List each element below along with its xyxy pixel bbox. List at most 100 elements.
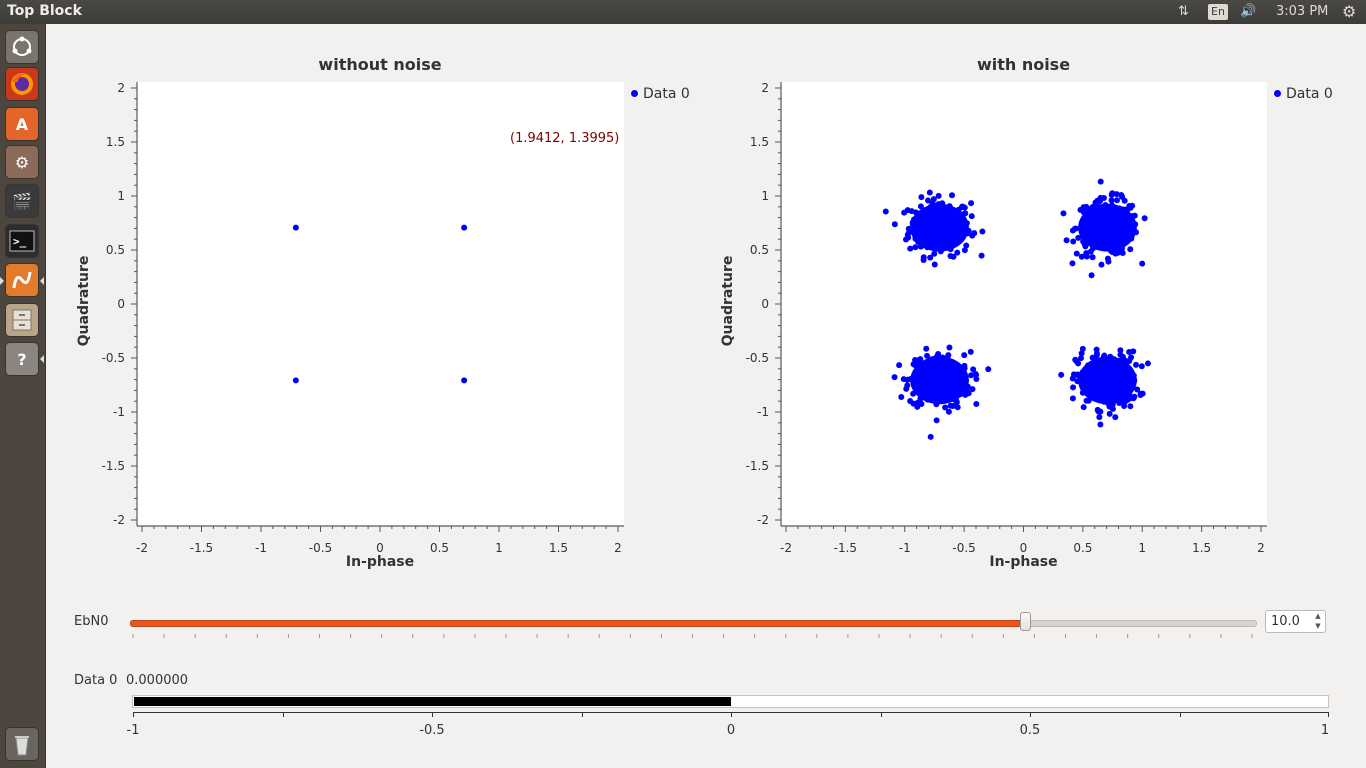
left-legend[interactable]: Data 0 xyxy=(631,86,690,102)
data-point xyxy=(912,244,919,251)
ubuntu-logo-icon[interactable] xyxy=(6,31,38,63)
left-y-tick-label: -1.5 xyxy=(102,459,125,473)
data-point xyxy=(1089,254,1096,261)
data-point xyxy=(973,400,980,407)
data-point xyxy=(1069,227,1076,234)
left-tracker-readout: (1.9412, 1.3995) xyxy=(510,131,620,146)
data-point xyxy=(461,377,468,384)
data-point xyxy=(1082,243,1089,250)
data-point xyxy=(1083,397,1090,404)
data-point xyxy=(1096,414,1103,421)
right-x-tick-label: 1.5 xyxy=(1192,541,1211,555)
right-y-tick-label: 1.5 xyxy=(750,135,769,149)
data-point xyxy=(1119,250,1126,257)
right-y-tick-label: 2 xyxy=(761,81,769,95)
data-point xyxy=(917,356,924,363)
data-point xyxy=(1097,194,1104,201)
firefox-icon[interactable] xyxy=(6,68,38,100)
cabinet-icon[interactable] xyxy=(6,304,38,336)
data-point xyxy=(898,393,905,400)
right-x-tick-label: -2 xyxy=(780,541,792,555)
data-point xyxy=(1075,360,1082,367)
terminal-icon[interactable]: >_ xyxy=(6,225,38,257)
clock[interactable]: 3:03 PM xyxy=(1276,4,1329,19)
right-y-tick-label: -2 xyxy=(757,513,769,527)
bar-tick-label: 1 xyxy=(1320,723,1330,738)
right-x-tick-label: 1 xyxy=(1138,541,1146,555)
right-y-tick-label: -0.5 xyxy=(746,351,769,365)
data-point xyxy=(927,433,934,440)
bar-tick xyxy=(1180,712,1181,717)
window-title: Top Block xyxy=(7,3,82,19)
data-point xyxy=(1070,384,1077,391)
data-point xyxy=(1070,238,1077,245)
launcher: A ⚙ 🎬 >_ ? xyxy=(0,24,46,768)
ebn0-label: EbN0 xyxy=(74,614,109,629)
left-x-tick-label: -1 xyxy=(255,541,267,555)
data-point xyxy=(1134,386,1141,393)
data-point xyxy=(882,208,889,215)
data-point xyxy=(954,249,961,256)
ebn0-spinbox[interactable]: 10.0 ▲ ▼ xyxy=(1265,610,1326,633)
data-point xyxy=(920,257,927,264)
number-sink-label: Data 0 xyxy=(74,673,118,688)
data-point xyxy=(292,377,299,384)
data-point xyxy=(923,345,930,352)
left-plot-area[interactable] xyxy=(136,82,624,526)
spin-up-icon[interactable]: ▲ xyxy=(1315,612,1321,620)
data-point xyxy=(1117,347,1124,354)
data-point xyxy=(931,250,938,257)
data-point xyxy=(1079,345,1086,352)
left-y-tick-label: 0 xyxy=(117,297,125,311)
data-point xyxy=(924,352,931,359)
data-point xyxy=(1097,421,1104,428)
data-point xyxy=(949,192,956,199)
speaker-icon[interactable]: 🔊 xyxy=(1240,4,1257,19)
data-point xyxy=(1127,403,1134,410)
language-indicator[interactable]: En xyxy=(1208,4,1228,20)
trash-icon[interactable] xyxy=(6,728,38,760)
clapperboard-icon[interactable]: 🎬 xyxy=(6,185,38,217)
data-point xyxy=(926,189,933,196)
right-y-tick-label: -1.5 xyxy=(746,459,769,473)
data-point xyxy=(905,230,912,237)
data-point xyxy=(1069,375,1076,382)
right-y-tick-label: 0 xyxy=(761,297,769,311)
right-x-tick-label: -0.5 xyxy=(952,541,975,555)
left-x-tick-label: -1.5 xyxy=(190,541,213,555)
right-x-tick-label: 0.5 xyxy=(1073,541,1092,555)
left-y-tick-label: 1 xyxy=(117,189,125,203)
question-icon[interactable]: ? xyxy=(6,343,38,375)
data-point xyxy=(907,245,914,252)
shopping-bag-icon[interactable]: A xyxy=(6,108,38,140)
left-legend-label: Data 0 xyxy=(643,86,690,102)
right-legend[interactable]: Data 0 xyxy=(1274,86,1333,102)
spin-down-icon[interactable]: ▼ xyxy=(1315,622,1321,630)
gnuradio-icon[interactable] xyxy=(6,264,38,296)
right-plot-area[interactable] xyxy=(780,82,1267,526)
data-point xyxy=(1077,355,1084,362)
focus-indicator xyxy=(40,277,44,285)
data-point xyxy=(1105,258,1112,265)
svg-text:>_: >_ xyxy=(13,235,27,248)
network-updown-icon[interactable]: ⇅ xyxy=(1178,4,1189,19)
data-point xyxy=(1130,348,1137,355)
ebn0-slider-handle[interactable] xyxy=(1020,612,1031,631)
ebn0-spinbox-value[interactable]: 10.0 xyxy=(1271,614,1300,629)
data-point xyxy=(1083,253,1090,260)
data-point xyxy=(970,366,977,373)
right-x-tick-label: 0 xyxy=(1020,541,1028,555)
legend-dot-icon xyxy=(631,89,638,97)
gear-icon[interactable]: ⚙ xyxy=(1342,2,1357,21)
right-x-tick-label: -1 xyxy=(899,541,911,555)
data-point xyxy=(1087,248,1094,255)
right-y-tick-label: 0.5 xyxy=(750,243,769,257)
data-point xyxy=(978,252,985,259)
data-point xyxy=(1069,395,1076,402)
data-point xyxy=(1060,210,1067,217)
left-xlabel: In-phase xyxy=(345,554,415,570)
wrench-gear-icon[interactable]: ⚙ xyxy=(6,146,38,178)
data-point xyxy=(927,254,934,261)
left-plot-title: without noise xyxy=(318,55,442,74)
